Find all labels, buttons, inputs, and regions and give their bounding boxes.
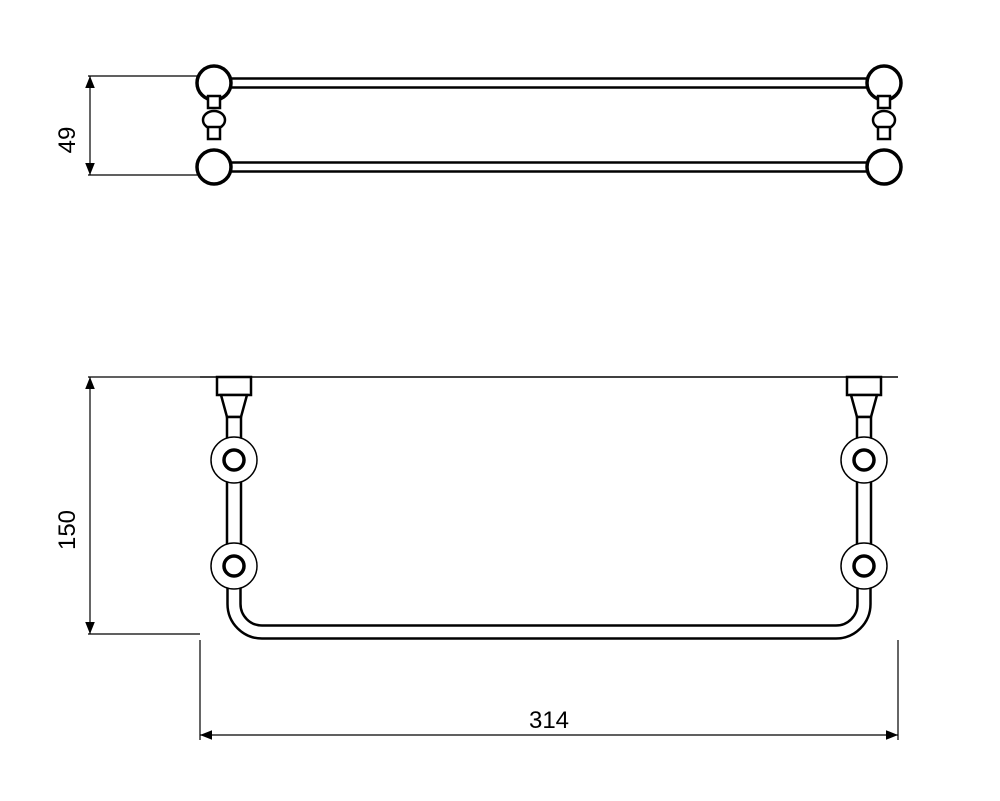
dim-label: 49	[54, 127, 81, 154]
dim-label: 150	[54, 510, 81, 550]
dimension-layer: 49 150 314	[54, 76, 898, 740]
dim-label: 314	[529, 707, 569, 734]
front-view	[200, 377, 898, 639]
top-view	[197, 66, 901, 184]
technical-drawing: 49 150 314	[0, 0, 1000, 801]
